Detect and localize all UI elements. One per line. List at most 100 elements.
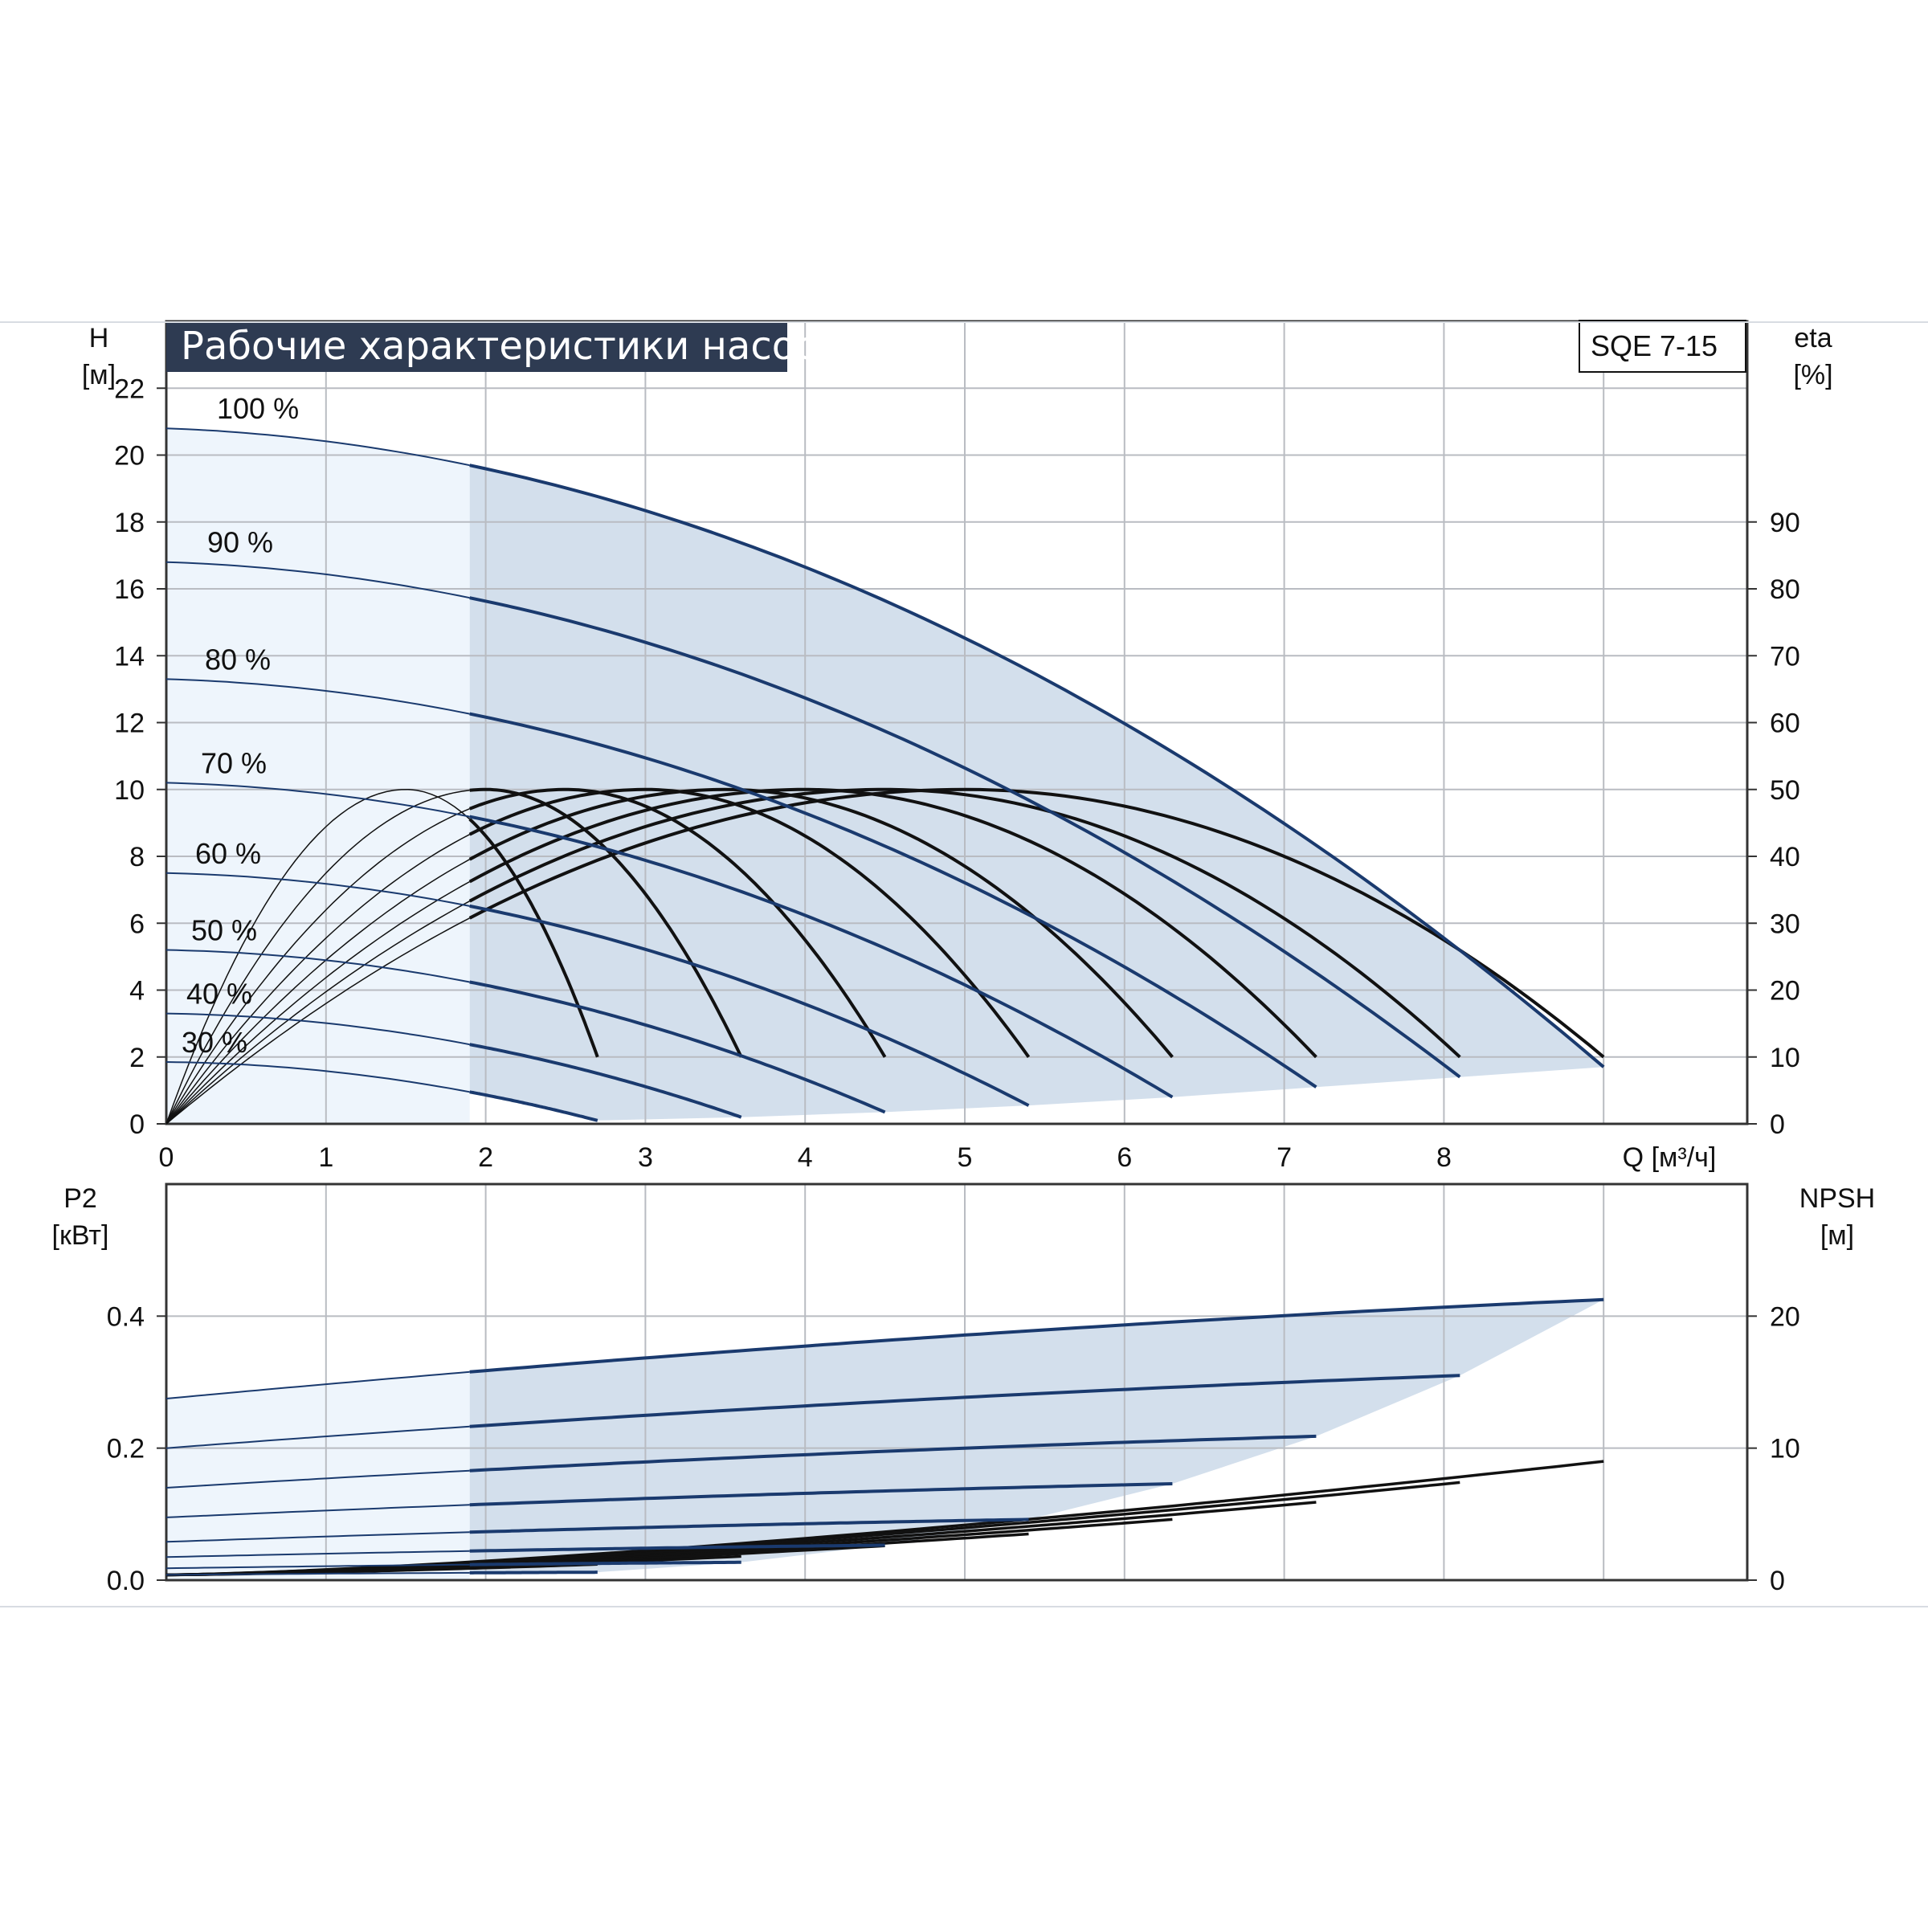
head-curve-label: 40 % [186, 978, 252, 1011]
efficiency-curve-thin [165, 834, 471, 1125]
x-tick-label: 6 [1117, 1142, 1132, 1173]
y-right-tick-label: 0 [1770, 1109, 1785, 1140]
power-curve-thin [165, 1469, 470, 1489]
head-curve-thin [165, 872, 470, 907]
head-curve [469, 596, 1461, 1079]
x-tick-label: 3 [638, 1142, 653, 1173]
p2-axis-unit: [кВт] [52, 1220, 109, 1251]
head-efficiency-plot: 100 %90 %80 %70 %60 %50 %40 %30 %0 1 2 3 4 5 6… [114, 320, 1800, 1173]
y-left-tick-label: 14 [114, 641, 145, 672]
p2-tick-label: 0.2 [107, 1434, 145, 1464]
head-curve-thin [165, 427, 470, 467]
x-tick-label: 2 [478, 1142, 493, 1173]
efficiency-curve-thin [165, 880, 471, 1125]
x-tick-label: 0 [159, 1142, 174, 1173]
head-curve [469, 904, 1030, 1107]
npsh-tick-label: 10 [1770, 1434, 1800, 1464]
low-flow-region [166, 428, 470, 1124]
x-tick-label: 8 [1436, 1142, 1452, 1173]
y-left-tick-label: 8 [129, 842, 145, 872]
head-curve [469, 980, 886, 1114]
head-curve-label: 100 % [217, 392, 299, 425]
power-curve [469, 1571, 598, 1575]
power-npsh-plot: 0.0 0.2 0.4 0 10 20 [107, 1182, 1800, 1596]
power-curve [469, 1517, 1029, 1534]
head-curve-label: 60 % [195, 837, 261, 870]
head-curve [469, 464, 1605, 1068]
x-tick-label: 1 [318, 1142, 333, 1173]
x-tick-label: 7 [1276, 1142, 1292, 1173]
efficiency-curve-thin [165, 901, 471, 1125]
y-left-axis-title: H [89, 323, 109, 353]
npsh-axis-title: NPSH [1799, 1183, 1875, 1214]
head-curve-label: 90 % [207, 526, 273, 559]
model-box: SQE 7-15 [1579, 320, 1746, 373]
bottom-separator [0, 1606, 1928, 1607]
head-curve-thin [165, 782, 470, 818]
efficiency-curve-thin [165, 789, 471, 1125]
power-curve-thin [165, 1531, 470, 1543]
y-left-axis-unit: [м] [82, 360, 116, 390]
power-curve [469, 1543, 885, 1553]
y-left-tick-label: 6 [129, 909, 145, 939]
efficiency-curve-thin [165, 917, 471, 1125]
operating-region-power [469, 1299, 1604, 1574]
head-curve-thin [165, 1061, 470, 1093]
y-left-tick-label: 18 [114, 508, 145, 538]
power-curve-thin [165, 1571, 470, 1576]
head-curve-thin [165, 949, 470, 983]
y-right-tick-label: 30 [1770, 909, 1800, 939]
y-left-tick-label: 16 [114, 574, 145, 605]
y-left-tick-label: 2 [129, 1043, 145, 1073]
model-box-border [1579, 320, 1746, 373]
head-curve [469, 815, 1174, 1099]
y-right-tick-label: 80 [1770, 574, 1800, 605]
head-curve-thin [165, 1012, 470, 1046]
y-right-tick-label: 10 [1770, 1043, 1800, 1073]
head-curve [469, 1043, 742, 1119]
y-left-tick-label: 10 [114, 775, 145, 806]
y-right-axis-title: eta [1794, 323, 1832, 353]
power-curve [469, 1374, 1460, 1428]
efficiency-curve [468, 787, 1317, 1059]
top-separator [0, 321, 1928, 323]
head-curve [469, 712, 1317, 1089]
npsh-tick-label: 20 [1770, 1301, 1800, 1332]
p2-axis-title: P2 [63, 1183, 97, 1214]
power-curve [469, 1482, 1173, 1507]
efficiency-curve [468, 787, 1605, 1059]
y-left-tick-label: 0 [129, 1109, 145, 1140]
x-axis-title: Q [м³/ч] [1623, 1142, 1717, 1173]
head-curve [469, 1090, 598, 1122]
y-left-tick-label: 22 [114, 374, 145, 404]
x-tick-label: 5 [958, 1142, 973, 1173]
head-curve-label: 70 % [201, 746, 267, 779]
y-left-tick-label: 20 [114, 441, 145, 472]
low-flow-region-power [166, 1371, 470, 1580]
head-curve-thin [165, 678, 470, 715]
power-curve-thin [165, 1550, 470, 1558]
power-curve-thin [165, 1563, 470, 1570]
efficiency-curve [468, 818, 599, 1058]
efficiency-curve-thin [165, 790, 470, 1125]
y-right-tick-label: 60 [1770, 709, 1800, 739]
chart-title-box: Рабочие характеристики насоса [166, 322, 840, 372]
power-curve [469, 1434, 1317, 1472]
y-left-tick-label: 4 [129, 976, 145, 1007]
p2-tick-label: 0.0 [107, 1566, 145, 1596]
power-curve [469, 1297, 1604, 1374]
efficiency-curve [468, 787, 887, 1058]
power-curve-thin [165, 1504, 470, 1518]
model-label: SQE 7-15 [1591, 329, 1718, 362]
title-background [166, 322, 787, 372]
efficiency-curve-thin [165, 808, 470, 1125]
y-right-tick-label: 50 [1770, 775, 1800, 806]
efficiency-curve [468, 787, 1031, 1058]
y-left-tick-label: 12 [114, 709, 145, 739]
efficiency-curve [468, 787, 1461, 1059]
y-right-tick-label: 40 [1770, 842, 1800, 872]
power-curve-thin [165, 1370, 470, 1399]
p2-tick-label: 0.4 [107, 1301, 145, 1332]
